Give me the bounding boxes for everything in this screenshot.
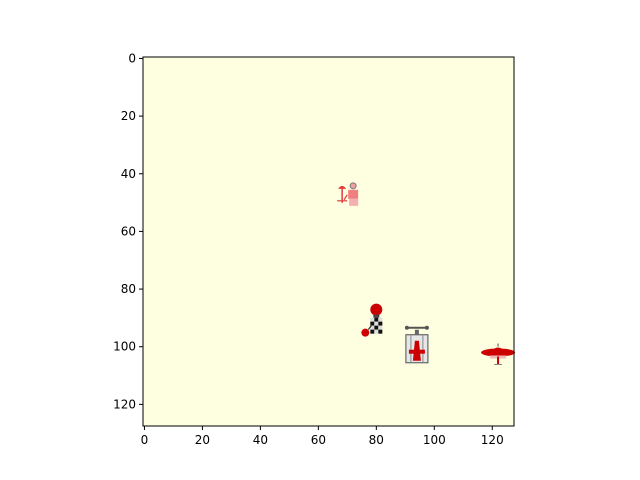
- saucer-icon: [481, 343, 516, 365]
- x-tick-label: 80: [369, 433, 384, 447]
- person-with-umbrella-sprite: [337, 182, 359, 206]
- y-tick-label: 100: [113, 340, 136, 354]
- y-tick-label: 60: [121, 224, 136, 238]
- tower-sprite: [404, 325, 429, 364]
- plot-frame: [142, 56, 515, 427]
- saucer-sprite: [481, 343, 516, 365]
- x-tick-label: 60: [311, 433, 326, 447]
- x-tick-label: 20: [195, 433, 210, 447]
- y-tick-label: 40: [121, 167, 136, 181]
- y-axis-ticks: 0 20 40 60 80 100 120: [113, 51, 143, 411]
- y-tick-label: 120: [113, 397, 136, 411]
- checkered-figure-icon: [361, 303, 383, 337]
- y-tick-label: 0: [128, 51, 136, 65]
- x-tick-label: 100: [423, 433, 446, 447]
- tower-icon: [404, 325, 429, 364]
- y-tick-label: 20: [121, 109, 136, 123]
- game-board: [143, 57, 514, 426]
- x-axis-ticks: 0 20 40 60 80 100 120: [141, 426, 504, 447]
- person-umbrella-icon: [337, 182, 359, 206]
- checkered-figure-sprite: [361, 303, 383, 337]
- sprite-layer: [337, 182, 516, 365]
- x-tick-label: 120: [481, 433, 504, 447]
- x-tick-label: 0: [141, 433, 149, 447]
- y-tick-label: 80: [121, 282, 136, 296]
- x-tick-label: 40: [253, 433, 268, 447]
